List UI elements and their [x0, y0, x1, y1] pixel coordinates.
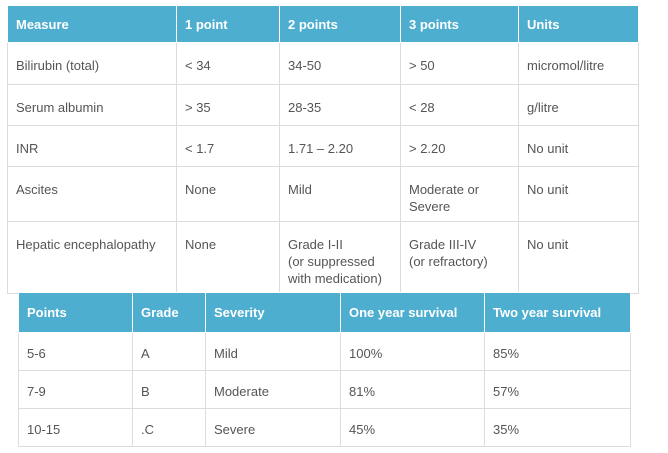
column-header-2-points: 2 points	[279, 5, 401, 43]
table-cell: 34-50	[279, 42, 401, 85]
table-cell: Moderate	[205, 370, 341, 409]
table-cell: 7-9	[18, 370, 133, 409]
table-cell: 5-6	[18, 332, 133, 371]
table-cell: Grade I-II (or suppressed with medicatio…	[279, 221, 401, 294]
table-cell: Mild	[205, 332, 341, 371]
table-row: Ascites None Mild Moderate or Severe No …	[7, 166, 639, 222]
table-cell: < 1.7	[176, 125, 280, 167]
column-header-units: Units	[518, 5, 639, 43]
table-cell: A	[132, 332, 206, 371]
table-cell: B	[132, 370, 206, 409]
table-row: Bilirubin (total) < 34 34-50 > 50 microm…	[7, 42, 639, 85]
table-cell: < 34	[176, 42, 280, 85]
table-cell: INR	[7, 125, 177, 167]
table-cell: 1.71 – 2.20	[279, 125, 401, 167]
table-cell: < 28	[400, 84, 519, 126]
table-cell: 35%	[484, 408, 631, 447]
table-cell: No unit	[518, 125, 639, 167]
table-row: Serum albumin > 35 28-35 < 28 g/litre	[7, 84, 639, 126]
table-row: 5-6 A Mild 100% 85%	[18, 332, 631, 371]
table-cell: Mild	[279, 166, 401, 222]
column-header-severity: Severity	[205, 292, 341, 333]
column-header-1-point: 1 point	[176, 5, 280, 43]
column-header-one-year-survival: One year survival	[340, 292, 485, 333]
table-row: 7-9 B Moderate 81% 57%	[18, 370, 631, 409]
table-cell: > 2.20	[400, 125, 519, 167]
table-cell: No unit	[518, 221, 639, 294]
column-header-grade: Grade	[132, 292, 206, 333]
table-cell: > 35	[176, 84, 280, 126]
table-header-row: Points Grade Severity One year survival …	[18, 292, 631, 333]
table-cell: 10-15	[18, 408, 133, 447]
table-cell: > 50	[400, 42, 519, 85]
table-row: INR < 1.7 1.71 – 2.20 > 2.20 No unit	[7, 125, 639, 167]
table-cell: Severe	[205, 408, 341, 447]
table-cell: 100%	[340, 332, 485, 371]
classification-table: Points Grade Severity One year survival …	[18, 292, 631, 447]
column-header-points: Points	[18, 292, 133, 333]
table-cell: None	[176, 221, 280, 294]
table-row: Hepatic encephalopathy None Grade I-II (…	[7, 221, 639, 294]
column-header-measure: Measure	[7, 5, 177, 43]
table-cell: micromol/litre	[518, 42, 639, 85]
column-header-two-year-survival: Two year survival	[484, 292, 631, 333]
table-cell: g/litre	[518, 84, 639, 126]
table-row: 10-15 .C Severe 45% 35%	[18, 408, 631, 447]
table-cell: Hepatic encephalopathy	[7, 221, 177, 294]
table-cell: None	[176, 166, 280, 222]
table-cell: 85%	[484, 332, 631, 371]
table-cell: 57%	[484, 370, 631, 409]
table-cell: Ascites	[7, 166, 177, 222]
table-cell: 28-35	[279, 84, 401, 126]
table-cell: .C	[132, 408, 206, 447]
table-header-row: Measure 1 point 2 points 3 points Units	[7, 5, 639, 43]
child-pugh-scoring-table: Measure 1 point 2 points 3 points Units …	[7, 5, 639, 294]
table-cell: Grade III-IV (or refractory)	[400, 221, 519, 294]
table-cell: No unit	[518, 166, 639, 222]
column-header-3-points: 3 points	[400, 5, 519, 43]
table-cell: 81%	[340, 370, 485, 409]
table-cell: Bilirubin (total)	[7, 42, 177, 85]
table-cell: Serum albumin	[7, 84, 177, 126]
table-cell: 45%	[340, 408, 485, 447]
table-cell: Moderate or Severe	[400, 166, 519, 222]
